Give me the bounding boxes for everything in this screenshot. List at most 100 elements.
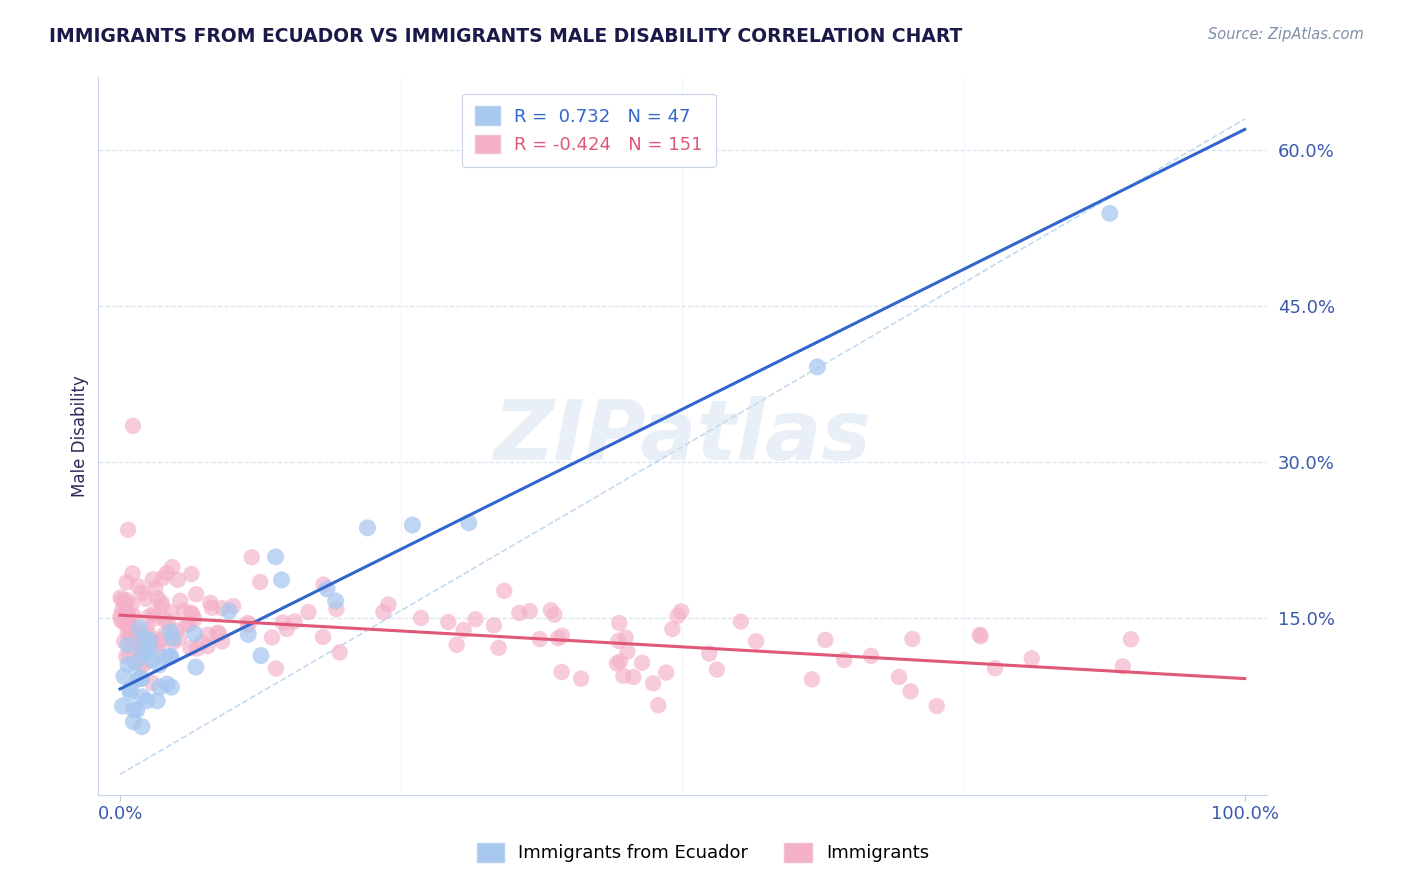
Point [201, 600, 224, 615]
Point [519, 604, 541, 618]
Point [183, 626, 205, 640]
Point [115, 649, 138, 664]
Point [160, 605, 183, 619]
Point [312, 630, 335, 644]
Point [197, 639, 219, 653]
Point [143, 582, 166, 596]
Point [112, 615, 135, 630]
Point [184, 660, 207, 674]
Point [118, 618, 141, 632]
Point [211, 634, 233, 648]
Point [111, 603, 134, 617]
Point [132, 631, 155, 645]
Point [122, 714, 145, 729]
Point [159, 624, 181, 639]
Point [494, 583, 516, 598]
Point [647, 698, 669, 713]
Point [138, 626, 160, 640]
Point [186, 641, 208, 656]
Point [148, 657, 170, 672]
Point [800, 673, 823, 687]
Point [173, 604, 195, 618]
Point [139, 632, 162, 647]
Point [142, 607, 165, 621]
Point [110, 591, 132, 605]
Point [124, 625, 146, 640]
Point [197, 628, 219, 642]
Point [969, 629, 991, 643]
Point [110, 609, 132, 624]
Point [607, 615, 630, 630]
Point [128, 638, 150, 652]
Point [488, 640, 510, 655]
Point [325, 602, 347, 616]
Point [114, 609, 136, 624]
Point [110, 614, 132, 628]
Point [131, 644, 153, 658]
Point [117, 523, 139, 537]
Text: Source: ZipAtlas.com: Source: ZipAtlas.com [1208, 27, 1364, 42]
Point [453, 623, 475, 637]
Point [181, 607, 204, 622]
Point [129, 644, 152, 658]
Point [112, 669, 135, 683]
Point [141, 676, 163, 690]
Point [900, 684, 922, 698]
Point [200, 596, 222, 610]
Point [238, 617, 260, 632]
Point [115, 607, 138, 621]
Point [142, 572, 165, 586]
Point [730, 615, 752, 629]
Point [117, 638, 139, 652]
Point [1112, 659, 1135, 673]
Point [260, 631, 283, 645]
Point [706, 663, 728, 677]
Point [464, 612, 486, 626]
Point [222, 599, 245, 613]
Point [1021, 651, 1043, 665]
Point [249, 574, 271, 589]
Point [373, 605, 395, 619]
Point [131, 720, 153, 734]
Point [127, 579, 149, 593]
Point [569, 672, 592, 686]
Point [356, 521, 378, 535]
Point [186, 587, 208, 601]
Point [631, 656, 654, 670]
Point [437, 615, 460, 629]
Point [125, 703, 148, 717]
Point [270, 573, 292, 587]
Point [446, 638, 468, 652]
Point [146, 591, 169, 606]
Point [264, 549, 287, 564]
Point [135, 694, 157, 708]
Point [155, 649, 177, 664]
Point [145, 643, 167, 657]
Point [329, 645, 352, 659]
Point [616, 644, 638, 658]
Point [148, 637, 170, 651]
Point [121, 566, 143, 581]
Point [146, 694, 169, 708]
Point [132, 657, 155, 672]
Point [120, 598, 142, 612]
Point [117, 618, 139, 632]
Point [160, 680, 183, 694]
Point [179, 641, 201, 656]
Point [162, 560, 184, 574]
Point [547, 631, 569, 645]
Point [655, 665, 678, 680]
Point [138, 609, 160, 624]
Point [325, 594, 347, 608]
Point [411, 611, 433, 625]
Point [129, 657, 152, 672]
Point [180, 606, 202, 620]
Point [1098, 206, 1121, 220]
Point [540, 603, 562, 617]
Point [156, 677, 179, 691]
Point [152, 571, 174, 585]
Point [264, 661, 287, 675]
Point [124, 656, 146, 670]
Point [177, 617, 200, 632]
Point [887, 670, 910, 684]
